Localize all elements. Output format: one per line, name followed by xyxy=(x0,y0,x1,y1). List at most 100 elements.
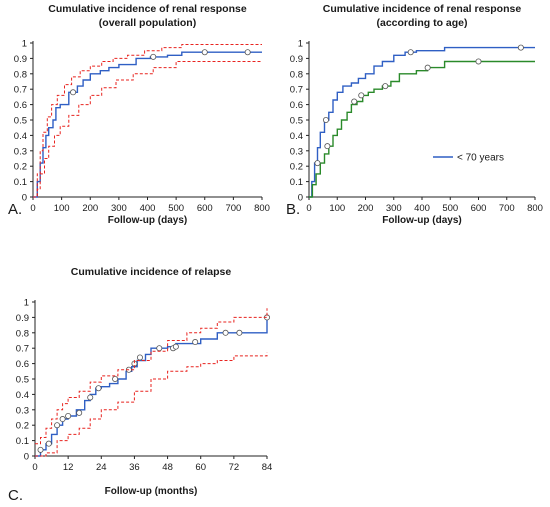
censor-mark xyxy=(87,394,94,401)
x-tick-label: 500 xyxy=(442,203,458,214)
series-line-upper xyxy=(35,308,268,445)
y-tick-label: 0.8 xyxy=(14,69,27,80)
x-tick-label: 300 xyxy=(111,203,127,214)
censor-mark xyxy=(172,343,179,350)
censor-mark xyxy=(59,416,66,423)
y-tick-label: 0.6 xyxy=(16,359,29,370)
y-tick-label: 0.6 xyxy=(290,100,303,111)
censor-mark xyxy=(322,117,329,124)
y-tick-label: 0.2 xyxy=(290,162,303,173)
x-tick-label: 300 xyxy=(386,203,402,214)
x-tick-label: 400 xyxy=(414,203,430,214)
censor-mark xyxy=(95,385,102,392)
censor-mark xyxy=(112,375,119,382)
chart-title: (overall population) xyxy=(99,17,196,29)
y-tick-label: 0 xyxy=(24,452,29,463)
x-tick-label: 500 xyxy=(168,203,184,214)
series-line-lower xyxy=(33,61,262,198)
censor-mark xyxy=(150,53,157,60)
y-tick-label: 0.3 xyxy=(16,405,29,416)
x-tick-label: 100 xyxy=(54,203,70,214)
panel-label: C. xyxy=(8,487,23,504)
censor-mark xyxy=(517,44,524,51)
x-axis-label: Follow-up (months) xyxy=(105,486,198,497)
chart-panel-2: Cumulative incidence of renal response (a… xyxy=(286,3,543,226)
censor-mark xyxy=(45,440,52,447)
y-tick-label: 0.5 xyxy=(14,116,27,127)
chart-title: Cumulative incidence of relapse xyxy=(71,266,232,278)
y-tick-label: 1 xyxy=(298,39,303,50)
y-tick-label: 0.3 xyxy=(290,146,303,157)
y-tick-label: 0.4 xyxy=(290,131,303,142)
y-tick-label: 0.7 xyxy=(14,85,27,96)
x-tick-label: 800 xyxy=(254,203,270,214)
x-tick-label: 400 xyxy=(140,203,156,214)
censor-mark xyxy=(76,409,83,416)
x-tick-label: 48 xyxy=(162,462,173,473)
chart-title: (according to age) xyxy=(376,17,467,29)
y-tick-label: 0.7 xyxy=(290,85,303,96)
y-tick-label: 0.2 xyxy=(16,421,29,432)
x-tick-label: 72 xyxy=(229,462,240,473)
y-tick-label: 0.8 xyxy=(16,328,29,339)
censor-mark xyxy=(54,422,61,429)
censor-mark xyxy=(475,58,482,65)
censor-mark xyxy=(136,354,143,361)
x-tick-label: 100 xyxy=(329,203,345,214)
x-tick-label: 0 xyxy=(32,462,37,473)
censor-mark xyxy=(222,329,229,336)
y-tick-label: 1 xyxy=(22,39,27,50)
x-tick-label: 600 xyxy=(471,203,487,214)
censor-mark xyxy=(358,92,365,99)
censor-mark xyxy=(407,49,414,56)
y-tick-label: 0.9 xyxy=(290,54,303,65)
y-tick-label: 0.7 xyxy=(16,344,29,355)
series-line xyxy=(309,46,535,198)
panel-label: A. xyxy=(8,201,22,218)
y-tick-label: 0.2 xyxy=(14,162,27,173)
chart-title: Cumulative incidence of renal response xyxy=(48,3,247,15)
x-tick-label: 600 xyxy=(197,203,213,214)
y-tick-label: 0.4 xyxy=(14,131,27,142)
series-line-estimate xyxy=(33,51,262,198)
y-tick-label: 1 xyxy=(24,298,29,309)
x-tick-label: 200 xyxy=(82,203,98,214)
x-tick-label: 84 xyxy=(262,462,273,473)
chart-title: Cumulative incidence of renal response xyxy=(323,3,522,15)
series-line-upper xyxy=(33,44,262,198)
censor-mark xyxy=(351,98,358,105)
chart-panel-3: Cumulative incidence of relapse 0 0.1 0.2 0.… xyxy=(8,266,272,504)
censor-mark xyxy=(236,329,243,336)
chart-panel-1: Cumulative incidence of renal response (o… xyxy=(8,3,270,226)
y-tick-label: 0.1 xyxy=(290,177,303,188)
censor-mark xyxy=(244,49,251,56)
x-tick-label: 24 xyxy=(96,462,107,473)
censor-mark xyxy=(156,345,163,352)
series-line-estimate xyxy=(35,317,268,457)
censor-mark xyxy=(324,143,331,150)
censor-mark xyxy=(201,49,208,56)
series-line-lower xyxy=(35,352,268,457)
censor-mark xyxy=(382,83,389,90)
censor-mark xyxy=(70,89,77,96)
x-axis-label: Follow-up (days) xyxy=(108,215,187,226)
censor-mark xyxy=(37,446,44,453)
x-axis-label: Follow-up (days) xyxy=(382,215,461,226)
x-tick-label: 12 xyxy=(63,462,74,473)
y-tick-label: 0.5 xyxy=(16,375,29,386)
legend-label: < 70 years xyxy=(457,153,504,164)
y-tick-label: 0.5 xyxy=(290,116,303,127)
panel-label: B. xyxy=(286,201,300,218)
y-tick-label: 0.8 xyxy=(290,69,303,80)
y-tick-label: 0.9 xyxy=(16,313,29,324)
series-line xyxy=(309,60,535,198)
x-tick-label: 700 xyxy=(225,203,241,214)
y-tick-label: 0 xyxy=(22,193,27,204)
y-tick-label: 0 xyxy=(298,193,303,204)
x-tick-label: 200 xyxy=(358,203,374,214)
censor-mark xyxy=(65,412,72,419)
censor-mark xyxy=(424,64,431,71)
x-tick-label: 700 xyxy=(499,203,515,214)
x-tick-label: 60 xyxy=(195,462,206,473)
